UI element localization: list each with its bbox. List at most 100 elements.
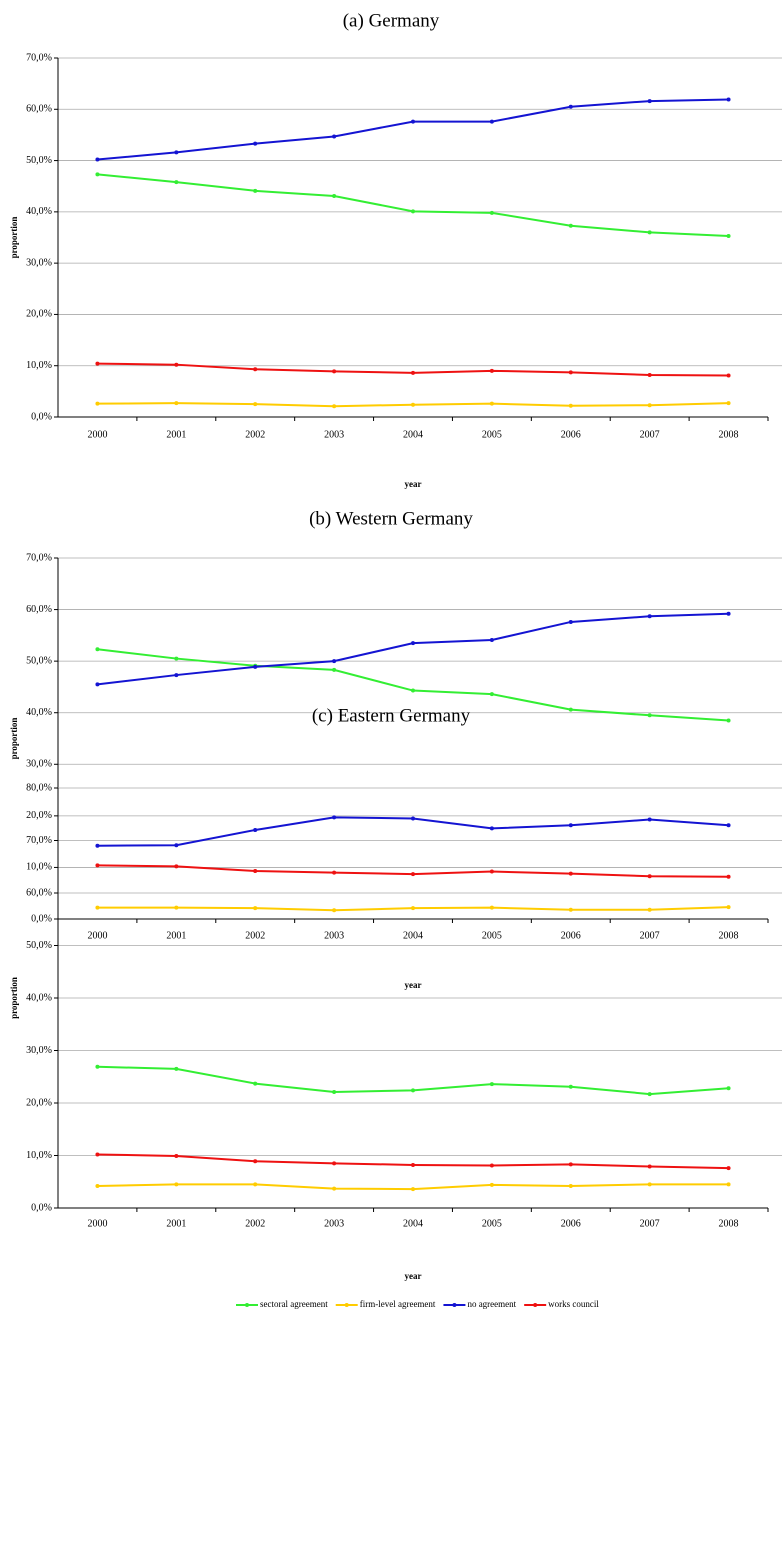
point-marker — [95, 1183, 100, 1188]
x-tick-label: 2002 — [245, 1218, 265, 1229]
legend-marker — [452, 1303, 457, 1307]
legend-marker — [245, 1303, 249, 1307]
point-marker — [332, 659, 337, 664]
y-tick-label: 50,0% — [26, 655, 52, 666]
point-marker — [726, 401, 731, 406]
y-tick-label: 70,0% — [26, 835, 52, 846]
point-marker — [568, 907, 573, 912]
point-marker — [95, 863, 100, 868]
point-marker — [332, 193, 337, 198]
point-marker — [411, 402, 415, 407]
chart-title: (a) Germany — [343, 10, 440, 31]
y-tick-label: 40,0% — [26, 707, 52, 718]
point-marker — [411, 872, 415, 877]
y-axis-label: proportion — [9, 718, 19, 760]
point-marker — [411, 1162, 415, 1167]
point-marker — [568, 707, 573, 712]
point-marker — [411, 370, 415, 375]
point-marker — [568, 223, 573, 228]
point-marker — [174, 180, 179, 185]
x-tick-label: 2008 — [719, 429, 739, 440]
y-tick-label: 30,0% — [26, 257, 52, 268]
point-marker — [174, 864, 179, 869]
x-tick-label: 2000 — [87, 930, 107, 941]
y-tick-label: 40,0% — [26, 206, 52, 217]
x-tick-label: 2004 — [403, 930, 423, 941]
x-tick-label: 2001 — [166, 1218, 186, 1229]
point-marker — [726, 233, 731, 238]
y-tick-label: 0,0% — [31, 411, 52, 422]
point-marker — [647, 713, 652, 718]
point-marker — [174, 843, 179, 848]
x-tick-label: 2001 — [166, 429, 186, 440]
y-axis-label: proportion — [9, 217, 19, 259]
point-marker — [332, 815, 337, 820]
point-marker — [726, 905, 731, 910]
point-marker — [411, 1088, 415, 1093]
point-marker — [647, 907, 652, 912]
point-marker — [568, 1183, 573, 1188]
legend-label: firm-level agreement — [360, 1299, 436, 1309]
point-marker — [489, 905, 494, 910]
point-marker — [489, 401, 494, 406]
point-marker — [253, 1182, 258, 1187]
point-marker — [726, 1182, 731, 1187]
point-marker — [726, 1086, 731, 1091]
point-marker — [647, 874, 652, 879]
point-marker — [253, 367, 258, 372]
point-marker — [489, 637, 494, 642]
y-tick-label: 30,0% — [26, 1045, 52, 1056]
point-marker — [489, 826, 494, 831]
point-marker — [568, 619, 573, 624]
point-marker — [95, 647, 100, 652]
point-marker — [568, 403, 573, 408]
series-line — [97, 612, 729, 686]
x-tick-label: 2000 — [87, 1218, 107, 1229]
y-tick-label: 20,0% — [26, 810, 52, 821]
point-marker — [174, 1182, 179, 1187]
x-tick-label: 2007 — [640, 1218, 660, 1229]
point-marker — [95, 157, 100, 162]
x-tick-label: 2003 — [324, 930, 344, 941]
point-marker — [647, 614, 652, 619]
y-tick-label: 10,0% — [26, 360, 52, 371]
x-tick-label: 2007 — [640, 429, 660, 440]
x-tick-label: 2005 — [482, 429, 502, 440]
point-marker — [411, 1187, 415, 1192]
x-axis-label: year — [405, 479, 422, 489]
point-marker — [332, 369, 337, 374]
point-marker — [489, 119, 494, 124]
x-tick-label: 2007 — [640, 930, 660, 941]
point-marker — [411, 209, 415, 214]
point-marker — [647, 1182, 652, 1187]
point-marker — [332, 870, 337, 875]
x-tick-label: 2002 — [245, 429, 265, 440]
legend-label: sectoral agreement — [260, 1299, 328, 1309]
legend-marker — [533, 1303, 538, 1307]
x-tick-label: 2005 — [482, 930, 502, 941]
point-marker — [253, 869, 258, 874]
point-marker — [174, 1066, 179, 1071]
y-tick-label: 10,0% — [26, 862, 52, 873]
x-tick-label: 2008 — [719, 1218, 739, 1229]
point-marker — [411, 641, 415, 646]
y-tick-label: 80,0% — [26, 782, 52, 793]
point-marker — [489, 368, 494, 373]
point-marker — [411, 119, 415, 124]
point-marker — [647, 817, 652, 822]
point-marker — [95, 172, 100, 177]
x-tick-label: 2006 — [561, 1218, 581, 1229]
point-marker — [726, 611, 731, 616]
point-marker — [411, 906, 415, 911]
point-marker — [253, 141, 258, 146]
point-marker — [174, 656, 179, 661]
y-tick-label: 50,0% — [26, 155, 52, 166]
point-marker — [332, 1161, 337, 1166]
x-tick-label: 2008 — [719, 930, 739, 941]
series-line — [97, 173, 729, 237]
point-marker — [174, 362, 179, 367]
point-marker — [489, 210, 494, 215]
point-marker — [489, 869, 494, 874]
x-tick-label: 2006 — [561, 429, 581, 440]
